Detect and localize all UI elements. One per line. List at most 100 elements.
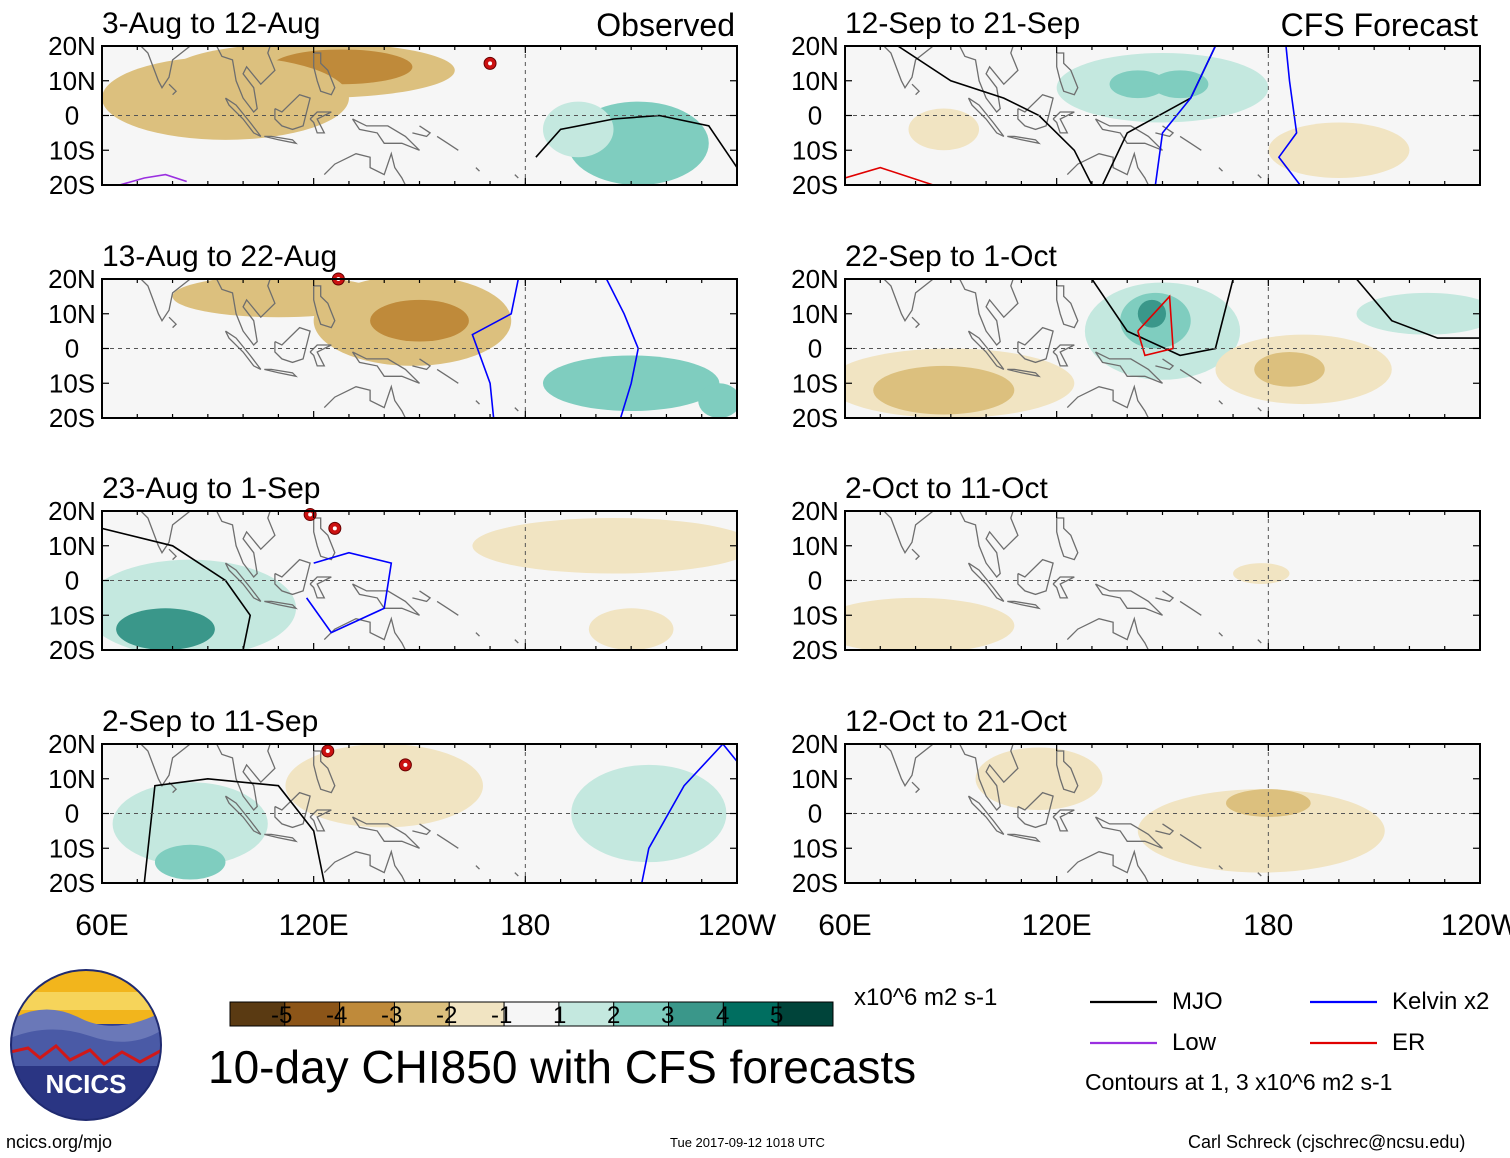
- coastline: [215, 46, 276, 113]
- coastline: [958, 511, 1019, 578]
- coastline: [313, 750, 336, 794]
- anomaly-region: [908, 108, 980, 151]
- coastline: [1007, 833, 1041, 843]
- colorbar-label: -4: [326, 1002, 348, 1029]
- legend-label-low: Low: [1172, 1029, 1217, 1056]
- coastline: [274, 93, 311, 131]
- panel-period-title: 13-Aug to 22-Aug: [102, 240, 337, 273]
- y-tick-label: 0: [808, 101, 822, 131]
- anomaly-region: [845, 597, 1015, 650]
- y-tick-label: 0: [65, 101, 79, 131]
- coastline: [1092, 466, 1096, 473]
- anomaly-region: [172, 279, 385, 318]
- coastline: [475, 167, 480, 172]
- colorbar-label: 5: [770, 1002, 784, 1029]
- y-tick-label: 20S: [792, 635, 838, 665]
- coastline: [412, 590, 432, 603]
- map-panel: 20N 10N 0 10S 20S 13-Aug to 22-Aug: [48, 240, 738, 433]
- coastline: [323, 616, 406, 650]
- panel-period-title: 23-Aug to 1-Sep: [102, 472, 320, 505]
- y-tick-label: 20N: [48, 264, 96, 294]
- y-tick-label: 20N: [791, 31, 839, 61]
- anomaly-region: [542, 101, 614, 158]
- coastline: [309, 809, 332, 832]
- coastline: [1052, 111, 1075, 134]
- panel-period-title: 2-Sep to 11-Sep: [102, 705, 318, 738]
- coastline: [514, 639, 519, 644]
- coastline: [514, 174, 519, 179]
- coastline: [1092, 699, 1096, 706]
- colorbar-label: 2: [607, 1002, 621, 1029]
- y-tick-label: 10S: [49, 135, 95, 165]
- tropical-cyclone-eye: [325, 748, 330, 753]
- colorbar-swatch: [722, 1001, 779, 1027]
- colorbar-label: -5: [271, 1002, 293, 1029]
- coastline: [224, 97, 262, 137]
- y-tick-label: 10N: [791, 531, 839, 561]
- mjo-contour: [897, 46, 1093, 185]
- coastline: [1092, 234, 1096, 241]
- y-tick-label: 10S: [49, 600, 95, 630]
- coastline: [967, 562, 1005, 602]
- coastline: [1094, 351, 1163, 384]
- coastline: [168, 83, 178, 96]
- column-heading: CFS Forecast: [1281, 7, 1478, 43]
- anomaly-region: [1151, 70, 1209, 99]
- coastline: [1007, 368, 1041, 378]
- coastline: [313, 52, 336, 96]
- y-tick-label: 0: [808, 334, 822, 364]
- footer-url[interactable]: ncics.org/mjo: [6, 1132, 113, 1152]
- y-tick-label: 20N: [48, 729, 96, 759]
- y-tick-label: 20N: [791, 264, 839, 294]
- coastline: [864, 279, 935, 322]
- y-tick-label: 10S: [792, 368, 838, 398]
- coastline: [323, 151, 406, 185]
- coastline: [911, 316, 921, 329]
- y-tick-label: 10N: [48, 299, 96, 329]
- coastline: [1066, 849, 1149, 883]
- coastline: [168, 316, 178, 329]
- coastline: [958, 46, 1019, 113]
- coastline: [967, 330, 1005, 370]
- panel-period-title: 2-Oct to 11-Oct: [845, 472, 1049, 505]
- low-contour: [119, 173, 187, 185]
- x-tick-label: 60E: [75, 909, 128, 942]
- footer-author: Carl Schreck (cjschrec@ncsu.edu): [1188, 1132, 1466, 1152]
- y-tick-label: 10S: [792, 833, 838, 863]
- coastline: [1066, 384, 1149, 418]
- coastline: [911, 83, 921, 96]
- coastline: [475, 865, 480, 870]
- coastline: [1179, 833, 1202, 849]
- coastline: [1056, 750, 1079, 794]
- panel-period-title: 22-Sep to 1-Oct: [845, 240, 1057, 273]
- coastline: [1066, 151, 1149, 185]
- mjo-contour: [143, 777, 326, 883]
- colorbar-swatch: [558, 1001, 615, 1027]
- legend-label-mjo: MJO: [1172, 988, 1223, 1015]
- anomaly-region: [1254, 351, 1325, 387]
- coastline: [1017, 93, 1054, 131]
- coastline: [1007, 135, 1041, 145]
- map-panel: 20N 10N 0 10S 20S 2-Oct to 11-Oct: [791, 466, 1481, 665]
- coastline: [349, 466, 353, 473]
- kelvin-contour: [305, 551, 393, 634]
- colorbar-swatch: [668, 1001, 724, 1027]
- coastline: [1052, 344, 1075, 367]
- coastline: [1218, 167, 1223, 172]
- coastline: [1257, 174, 1262, 179]
- coastline: [1257, 872, 1262, 877]
- map-panel: 20N 10N 0 10S 20S 3-Aug to 12-Aug: [48, 7, 738, 200]
- y-tick-label: 10S: [49, 368, 95, 398]
- y-tick-label: 10N: [48, 531, 96, 561]
- colorbar-units: x10^6 m2 s-1: [854, 984, 998, 1011]
- anomaly-region: [1137, 299, 1167, 328]
- coastline: [323, 849, 406, 883]
- coastline: [1017, 558, 1054, 596]
- coastline: [351, 118, 420, 151]
- y-tick-label: 0: [808, 566, 822, 596]
- coastline: [1179, 135, 1202, 151]
- coastline: [1007, 600, 1041, 610]
- coastline: [323, 384, 406, 418]
- anomaly-region: [1233, 563, 1290, 584]
- mjo-contour: [535, 114, 737, 169]
